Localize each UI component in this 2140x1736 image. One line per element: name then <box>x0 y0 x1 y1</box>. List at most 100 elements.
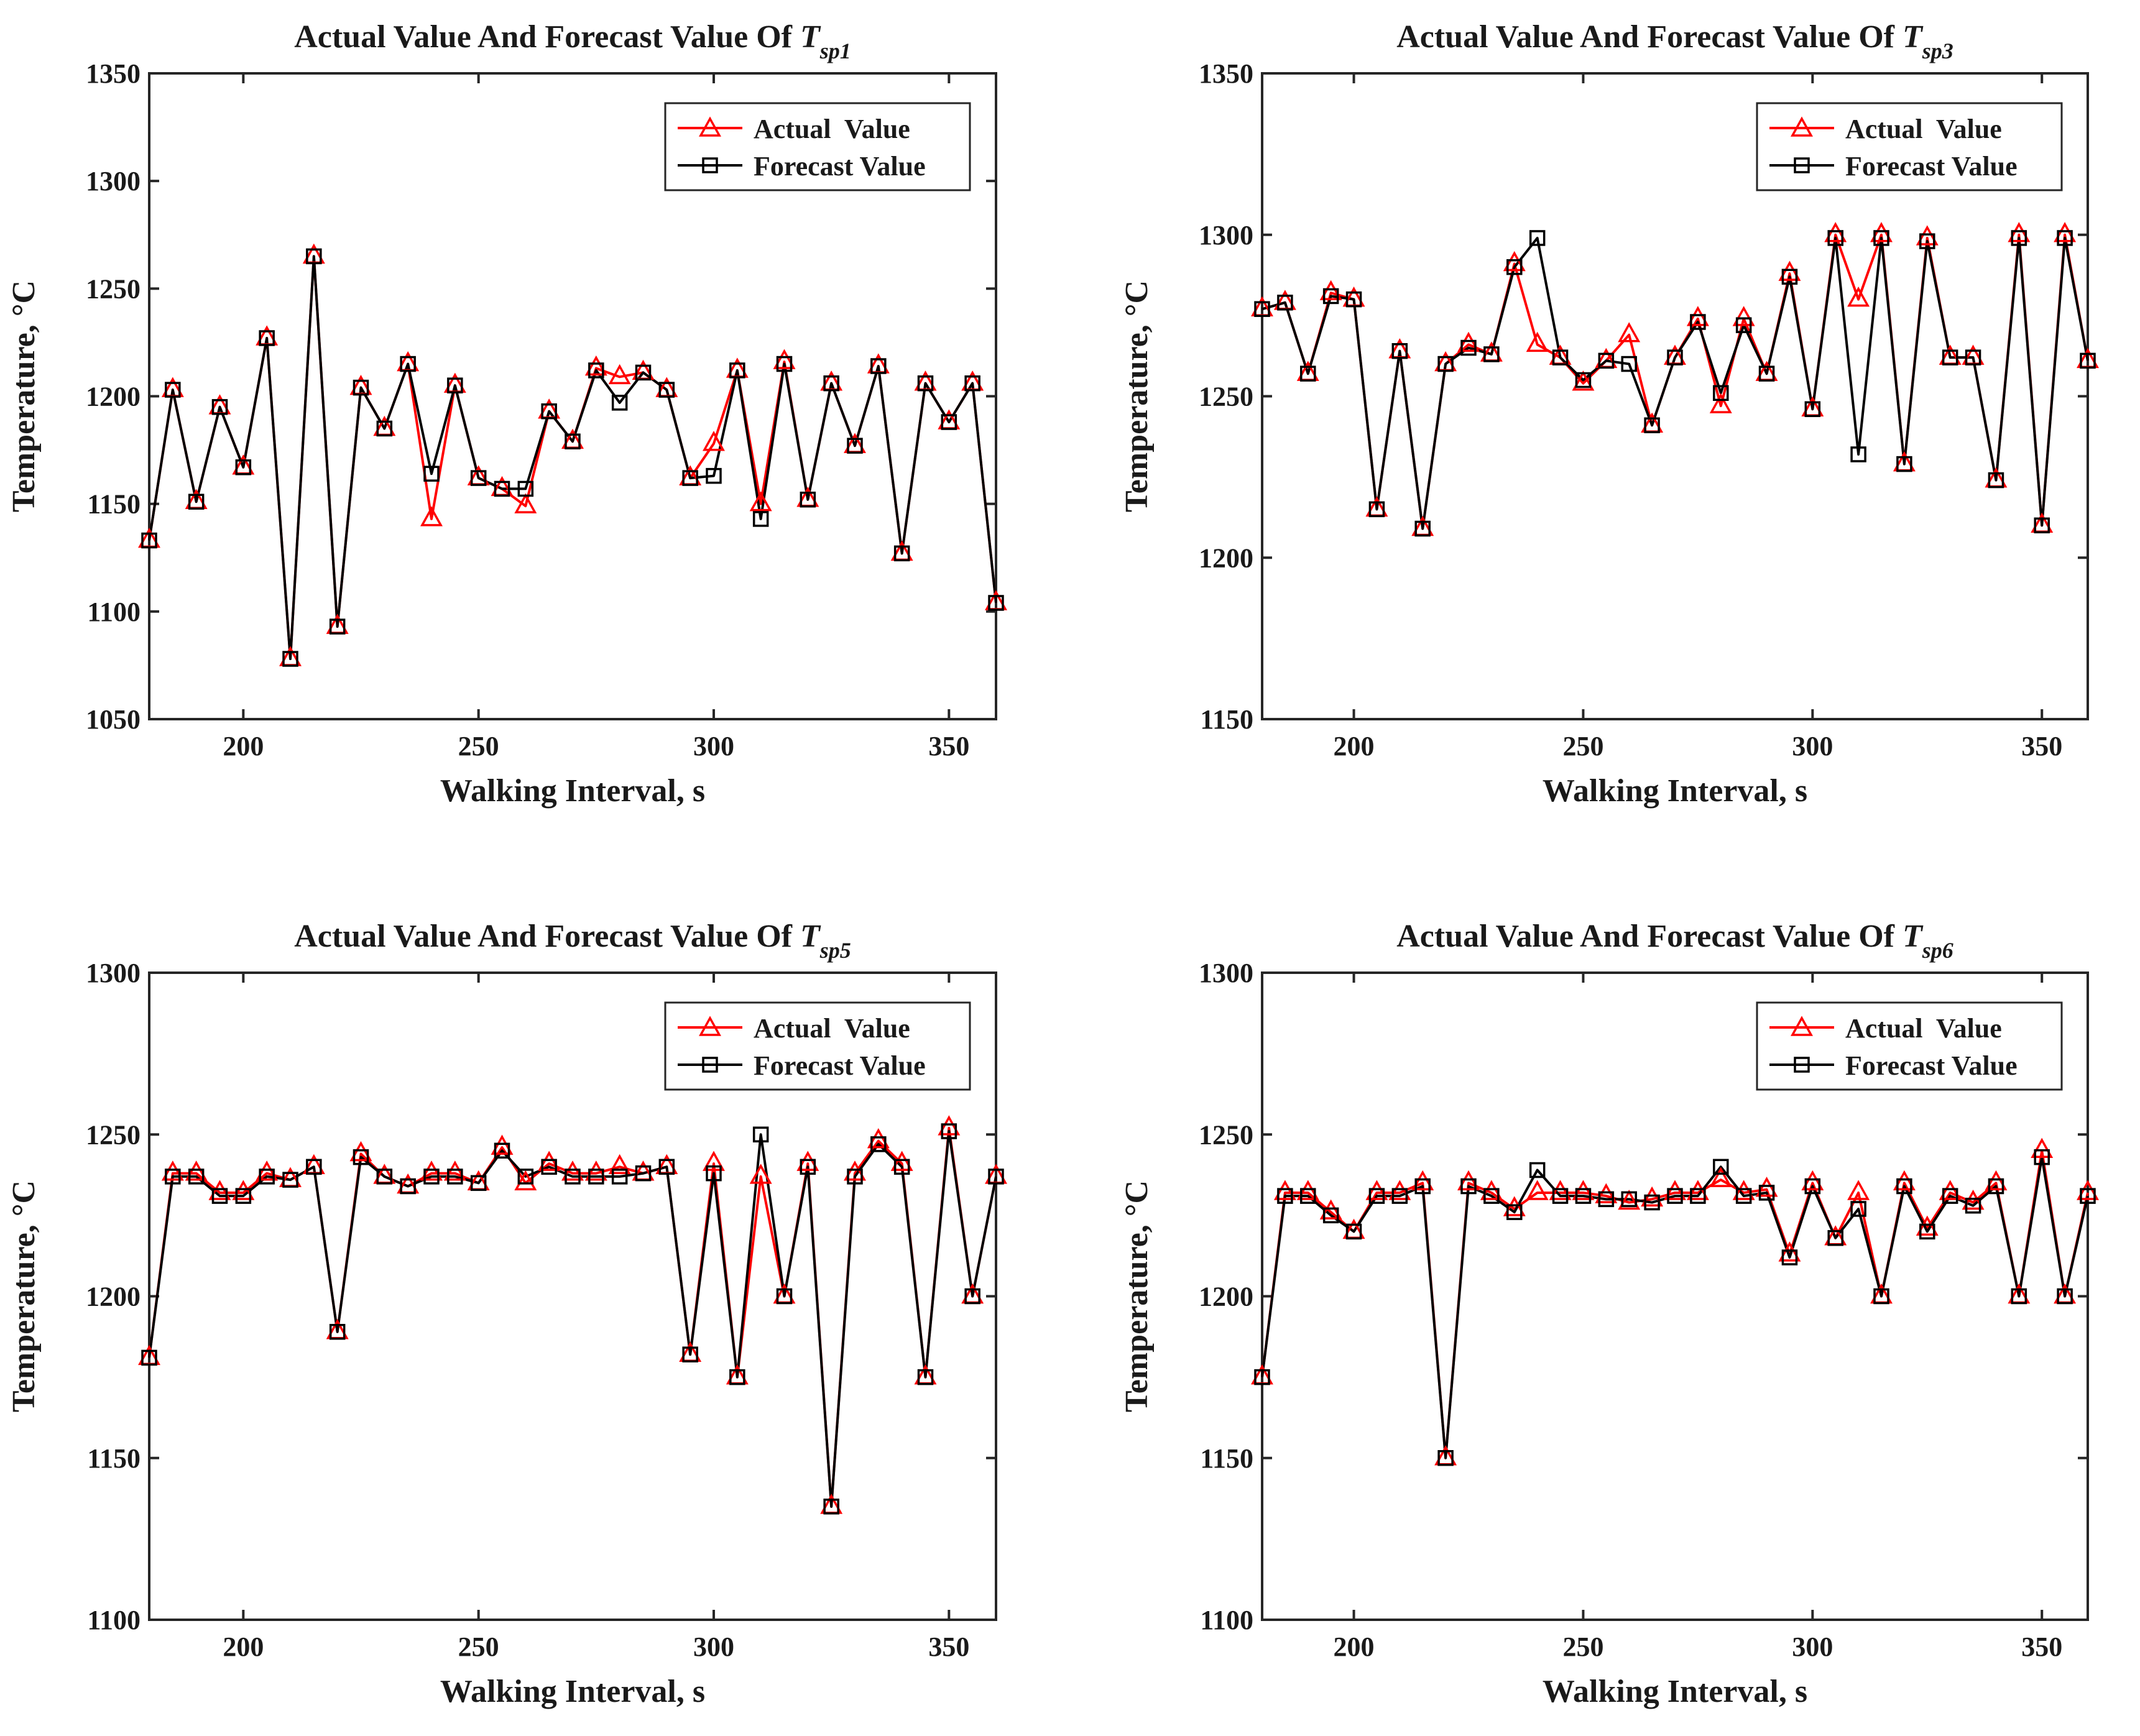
forecast-point <box>941 414 957 430</box>
forecast-point <box>1988 472 2004 489</box>
actual-point <box>1778 260 1801 281</box>
actual-point <box>1572 370 1595 391</box>
forecast-point <box>376 1169 393 1185</box>
forecast-point <box>1690 1188 1706 1204</box>
forecast-point <box>1345 1223 1362 1240</box>
forecast-point <box>211 399 228 415</box>
y-tick-label: 1300 <box>1199 958 1253 988</box>
x-tick-label: 300 <box>693 1632 734 1662</box>
actual-point <box>1893 1170 1916 1191</box>
forecast-point <box>1437 356 1454 372</box>
x-tick-label: 350 <box>928 1632 969 1662</box>
x-tick-label: 250 <box>458 731 499 761</box>
actual-point <box>1457 331 1480 352</box>
forecast-point <box>1460 1178 1477 1195</box>
legend-actual-label: Actual Value <box>1845 1013 2002 1044</box>
actual-point <box>1732 1180 1755 1200</box>
legend-forecast-label: Forecast Value <box>754 1050 926 1081</box>
forecast-point <box>1460 339 1477 356</box>
y-tick-label: 1150 <box>1200 704 1253 735</box>
x-tick-label: 350 <box>2021 731 2062 761</box>
forecast-point <box>494 480 510 497</box>
legend-box <box>1756 1001 2063 1091</box>
actual-point <box>1939 1180 1962 1200</box>
chart-title-prefix: Actual Value And Forecast Value Of <box>294 919 800 954</box>
forecast-point <box>776 1288 793 1305</box>
forecast-point <box>1781 1249 1798 1265</box>
legend-forecast-marker <box>702 157 718 173</box>
forecast-point <box>1368 501 1385 518</box>
forecast-point <box>1690 314 1706 330</box>
forecast-point <box>964 375 980 392</box>
forecast-point <box>517 480 534 497</box>
legend: Actual Value Forecast Value <box>1756 102 2063 191</box>
y-axis-label: Temperature, °C <box>1119 1180 1155 1412</box>
y-axis-label: Temperature, °C <box>1119 280 1155 512</box>
forecast-point <box>800 491 816 508</box>
forecast-point <box>2011 1288 2027 1305</box>
actual-point <box>890 1150 913 1171</box>
actual-point <box>1709 1167 1732 1187</box>
legend-actual-label: Actual Value <box>754 1013 910 1044</box>
forecast-point <box>1437 1450 1454 1466</box>
actual-point <box>1824 222 1847 242</box>
legend-forecast-marker <box>702 1057 718 1073</box>
actual-point <box>1319 280 1342 301</box>
forecast-point <box>706 1165 722 1182</box>
forecast-point <box>1391 1188 1408 1204</box>
y-tick-label: 1200 <box>86 382 141 412</box>
actual-point <box>1572 1180 1595 1200</box>
actual-series-line <box>1261 1149 2089 1459</box>
forecast-point <box>188 494 205 510</box>
actual-point <box>1641 1186 1664 1207</box>
forecast-point <box>1552 1188 1569 1204</box>
forecast-point <box>188 1169 205 1185</box>
legend-actual-label: Actual Value <box>754 114 910 144</box>
y-tick-label: 1250 <box>86 273 141 304</box>
forecast-point <box>682 470 698 486</box>
actual-point <box>1709 393 1732 413</box>
forecast-point <box>1529 230 1546 246</box>
actual-point <box>1273 1180 1296 1200</box>
actual-point <box>1480 1180 1503 1200</box>
y-tick-label: 1150 <box>1200 1443 1253 1474</box>
actual-point <box>796 1150 819 1171</box>
actual-point <box>2031 1137 2054 1159</box>
forecast-point <box>611 395 628 411</box>
forecast-point <box>611 1169 628 1185</box>
forecast-point <box>423 466 440 482</box>
forecast-point <box>1621 356 1637 372</box>
forecast-point <box>1942 1188 1958 1204</box>
y-tick-label: 1250 <box>1199 1119 1253 1150</box>
forecast-point <box>1919 233 1935 249</box>
legend-actual-marker <box>699 116 721 137</box>
actual-point <box>1618 322 1641 342</box>
legend-forecast-label: Forecast Value <box>1845 1050 2018 1081</box>
forecast-point <box>870 1136 887 1152</box>
forecast-point <box>1827 1230 1843 1246</box>
forecast-point <box>752 1126 769 1142</box>
actual-point <box>938 1115 961 1136</box>
forecast-point <box>1965 1198 1981 1214</box>
x-tick-label: 300 <box>1792 731 1833 761</box>
forecast-point <box>893 1159 910 1175</box>
actual-point <box>2077 1180 2099 1200</box>
forecast-point <box>1575 1188 1592 1204</box>
forecast-point <box>541 1159 557 1175</box>
forecast-series-line <box>1261 236 2089 530</box>
forecast-point <box>235 459 252 475</box>
forecast-point <box>1781 269 1798 285</box>
chart-title-subscript: sp6 <box>1922 938 1953 963</box>
forecast-point <box>588 362 604 379</box>
forecast-point <box>1735 1188 1752 1204</box>
forecast-point <box>517 1169 534 1185</box>
chart-title: Actual Value And Forecast Value Of Tsp5 <box>294 919 851 963</box>
forecast-point <box>729 362 745 379</box>
chart-panel-3: Actual Value And Forecast Value Of Tsp5 1… <box>6 919 1007 1709</box>
legend-box <box>1756 102 2063 191</box>
forecast-point <box>282 1172 298 1188</box>
actual-point <box>1985 1170 2008 1191</box>
forecast-point <box>1300 365 1316 382</box>
actual-point <box>1526 331 1549 352</box>
y-axis-label: Temperature, °C <box>6 280 42 512</box>
